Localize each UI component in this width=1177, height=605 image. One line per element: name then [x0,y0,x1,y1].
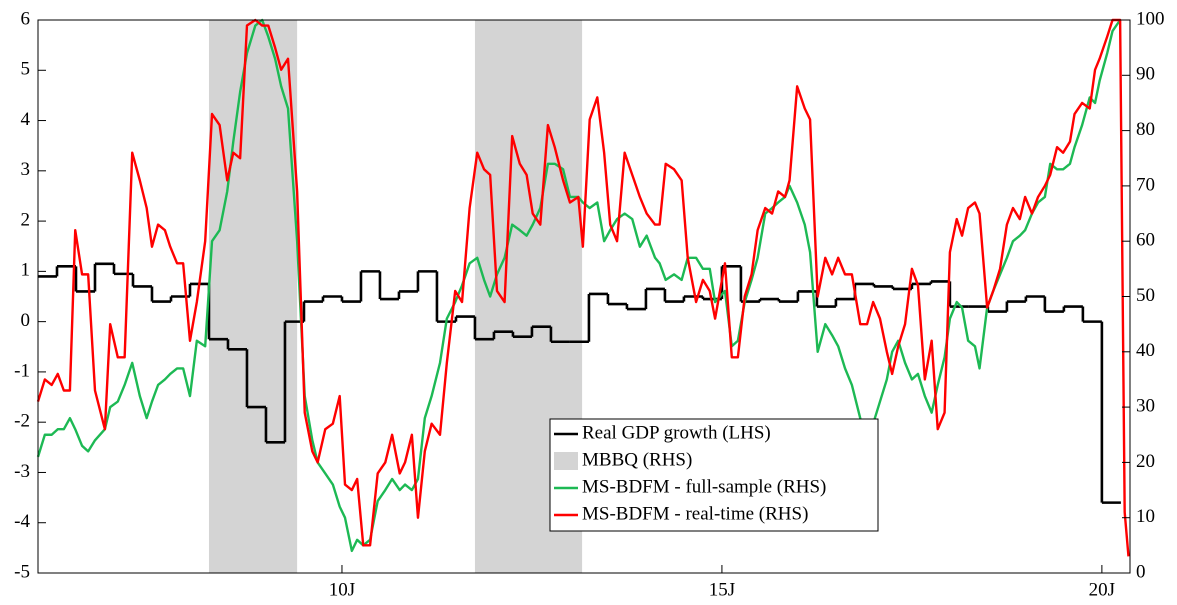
y-tick-label: 6 [21,8,31,29]
legend-box [549,418,879,532]
legend-label: MBBQ (RHS) [582,449,692,470]
legend-label: Real GDP growth (LHS) [582,422,771,443]
y-tick-label: -4 [14,511,30,532]
y2-tick-label: 80 [1136,119,1155,140]
x-tick-label: 10J [329,579,355,600]
y2-tick-label: 100 [1136,8,1165,29]
y-tick-label: -5 [14,561,30,582]
y2-tick-label: 90 [1136,64,1155,85]
y-tick-label: -3 [14,461,30,482]
y-tick-label: 0 [21,310,31,331]
y-tick-label: 2 [21,209,31,230]
y-tick-label: 4 [21,109,31,130]
x-tick-label: 20J [1089,579,1115,600]
y-tick-label: -1 [14,360,30,381]
y2-tick-label: 50 [1136,285,1155,306]
y2-tick-label: 10 [1136,506,1155,527]
y2-tick-label: 20 [1136,451,1155,472]
y2-tick-label: 60 [1136,230,1155,251]
legend-label: MS-BDFM - full-sample (RHS) [582,476,826,497]
y2-tick-label: 0 [1136,561,1146,582]
y2-tick-label: 40 [1136,340,1155,361]
legend-label: MS-BDFM - real-time (RHS) [582,503,808,524]
y2-tick-label: 70 [1136,174,1155,195]
y-tick-label: -2 [14,411,30,432]
y2-tick-label: 30 [1136,395,1155,416]
shaded-region [208,20,298,573]
x-tick-label: 15J [709,579,735,600]
series-line [36,18,1122,553]
y-tick-label: 5 [21,59,31,80]
y-tick-label: 1 [21,260,31,281]
legend-swatch [554,452,578,470]
y-tick-label: 3 [21,159,31,180]
series-line [36,18,1130,557]
